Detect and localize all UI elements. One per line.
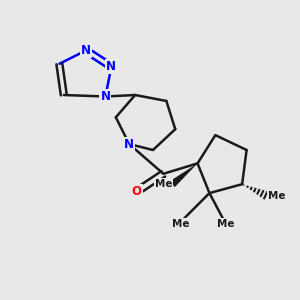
Text: N: N [106,60,116,73]
Text: Me: Me [172,219,190,229]
Text: N: N [100,90,110,103]
Text: N: N [124,138,134,151]
Text: Me: Me [217,219,235,229]
Text: Me: Me [268,191,285,201]
Text: N: N [81,44,91,57]
Polygon shape [170,164,198,187]
Text: O: O [132,185,142,198]
Text: Me: Me [154,179,172,189]
